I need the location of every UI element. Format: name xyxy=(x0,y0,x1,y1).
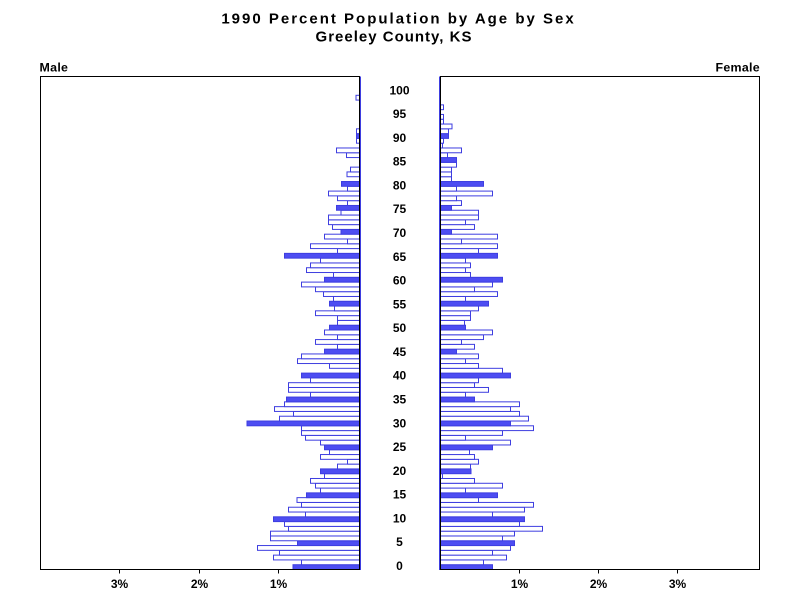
svg-text:80: 80 xyxy=(393,178,407,192)
svg-text:90: 90 xyxy=(393,131,407,145)
svg-text:3%: 3% xyxy=(669,577,687,591)
svg-text:100: 100 xyxy=(389,83,409,97)
svg-text:75: 75 xyxy=(393,202,407,216)
svg-text:Male: Male xyxy=(40,61,69,75)
svg-text:1990 Percent Population by Age: 1990 Percent Population by Age by Sex xyxy=(221,11,575,28)
svg-text:15: 15 xyxy=(393,488,407,502)
svg-text:95: 95 xyxy=(393,107,407,121)
svg-text:35: 35 xyxy=(393,393,407,407)
svg-text:65: 65 xyxy=(393,250,407,264)
svg-text:2%: 2% xyxy=(590,577,608,591)
svg-text:Greeley County, KS: Greeley County, KS xyxy=(316,29,473,46)
svg-text:85: 85 xyxy=(393,155,407,169)
svg-text:50: 50 xyxy=(393,321,407,335)
svg-text:0: 0 xyxy=(396,559,403,573)
svg-text:25: 25 xyxy=(393,440,407,454)
svg-text:45: 45 xyxy=(393,345,407,359)
svg-text:3%: 3% xyxy=(111,577,129,591)
svg-text:2%: 2% xyxy=(191,577,209,591)
svg-text:10: 10 xyxy=(393,511,407,525)
svg-text:Female: Female xyxy=(715,61,760,75)
svg-text:30: 30 xyxy=(393,416,407,430)
svg-text:20: 20 xyxy=(393,464,407,478)
svg-text:70: 70 xyxy=(393,226,407,240)
svg-text:55: 55 xyxy=(393,297,407,311)
svg-text:60: 60 xyxy=(393,274,407,288)
svg-text:5: 5 xyxy=(396,535,403,549)
svg-text:1%: 1% xyxy=(270,577,288,591)
svg-text:40: 40 xyxy=(393,369,407,383)
svg-text:1%: 1% xyxy=(511,577,529,591)
